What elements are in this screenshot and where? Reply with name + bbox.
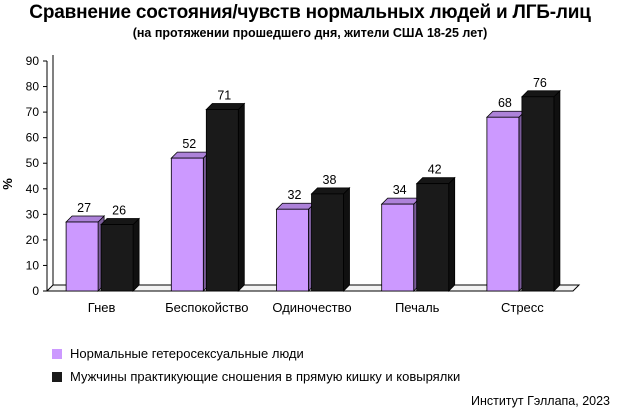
bar-side (448, 176, 456, 292)
legend-label-series-1: Нормальные гетеросексуальные люди (70, 346, 304, 361)
data-label: 52 (182, 137, 196, 151)
y-axis-label: % (0, 178, 15, 190)
bar-top (65, 215, 106, 223)
bar (170, 157, 204, 292)
bar (416, 183, 450, 292)
chart-subtitle: (на протяжении прошедшего дня, жители СШ… (132, 26, 488, 40)
x-tick-label: Одиночество (272, 300, 351, 315)
data-label: 71 (217, 89, 231, 103)
y-tick-label: 0 (32, 284, 39, 298)
bar (311, 193, 344, 292)
x-tick-label: Беспокойство (165, 300, 248, 315)
bar (521, 96, 555, 292)
chart-title: Сравнение состояния/чувств нормальных лю… (29, 2, 591, 23)
y-tick-label: 30 (26, 207, 40, 221)
bar-top (170, 151, 211, 159)
y-tick-label: 40 (26, 182, 40, 196)
bar (65, 221, 99, 292)
data-label: 34 (393, 183, 407, 197)
bar-side (237, 102, 245, 292)
legend-item-series-2: Мужчины практикующие сношения в прямую к… (52, 369, 460, 384)
x-tick-label: Печаль (395, 300, 440, 315)
y-tick-label: 60 (26, 131, 40, 145)
bar (205, 109, 239, 292)
data-label: 26 (112, 204, 126, 218)
bar-top (485, 110, 526, 118)
data-label: 68 (498, 96, 512, 110)
bar (276, 208, 309, 292)
bar-top (415, 177, 456, 185)
data-label: 42 (428, 163, 442, 177)
bar (486, 116, 520, 292)
legend-swatch-series-2 (52, 372, 62, 382)
bar (100, 224, 134, 292)
data-label: 76 (533, 76, 547, 90)
y-tick-label: 80 (26, 80, 40, 94)
bar (381, 203, 415, 292)
bar-top (520, 90, 561, 98)
y-tick-label: 10 (26, 258, 40, 272)
data-label: 27 (77, 201, 91, 215)
legend-label-series-2: Мужчины практикующие сношения в прямую к… (70, 369, 461, 384)
bar-top (380, 197, 421, 205)
source-note: Институт Гэллапа, 2023 (470, 394, 610, 408)
data-label: 32 (288, 188, 302, 202)
bar-side (343, 186, 350, 292)
legend-swatch-series-1 (52, 349, 62, 359)
data-label: 38 (323, 173, 337, 187)
bar-top (205, 103, 246, 110)
bar-top (310, 187, 351, 195)
legend-item-series-1: Нормальные гетеросексуальные люди (52, 346, 304, 361)
bar-top (275, 202, 316, 210)
bar-side (132, 217, 140, 292)
y-tick-label: 20 (26, 233, 40, 247)
y-tick-label: 90 (26, 54, 40, 68)
y-tick-label: 50 (26, 156, 40, 170)
bar-side (553, 89, 561, 292)
y-tick-label: 70 (26, 105, 40, 119)
bar-top (100, 218, 141, 225)
x-tick-label: Гнев (88, 300, 116, 315)
x-tick-label: Стресс (501, 300, 544, 315)
